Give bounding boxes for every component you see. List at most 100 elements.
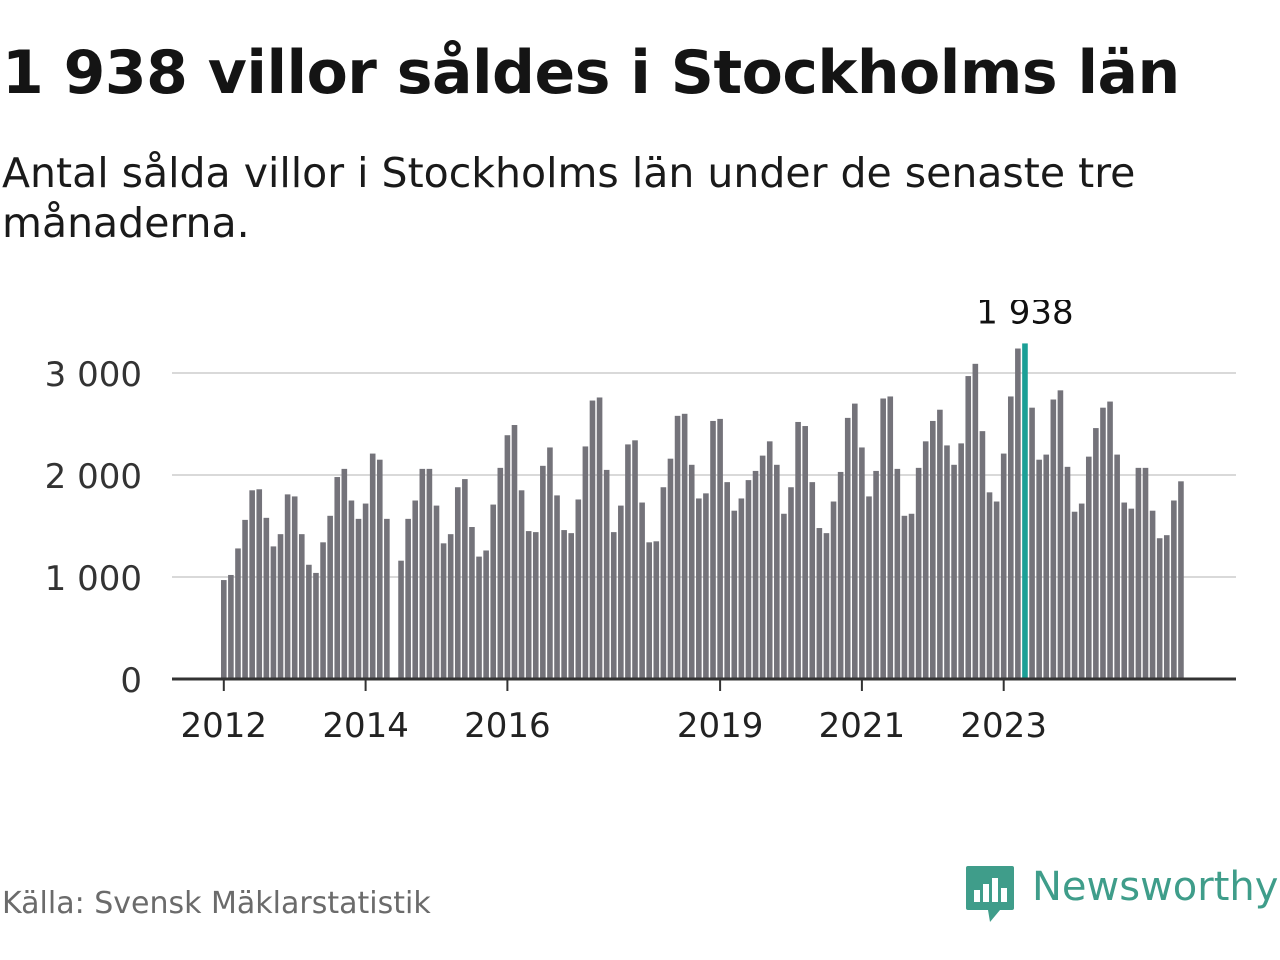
bar: [866, 496, 872, 679]
x-tick-label: 2023: [960, 706, 1047, 746]
bar: [667, 458, 674, 679]
bar: [1156, 538, 1163, 679]
bar: [284, 494, 291, 679]
bar: [1171, 500, 1177, 679]
bar: [1036, 459, 1042, 679]
bar: [894, 468, 901, 679]
bar: [1149, 510, 1156, 679]
bar: [547, 447, 553, 679]
bar: [717, 418, 723, 679]
bar: [930, 420, 936, 679]
bar: [937, 409, 943, 679]
bar: [1000, 453, 1007, 679]
bar: [561, 530, 567, 679]
bar: [852, 403, 858, 679]
x-tick-label: 2012: [181, 706, 268, 746]
bar: [490, 504, 497, 679]
bar: [454, 487, 461, 679]
bar: [830, 501, 837, 679]
bar: [221, 580, 227, 679]
bar: [242, 519, 248, 679]
bar: [362, 503, 369, 679]
bar: [781, 513, 787, 679]
bar: [1107, 401, 1113, 679]
bar: [610, 532, 617, 679]
bar: [731, 510, 738, 679]
bar: [837, 471, 844, 679]
bar: [710, 420, 716, 679]
bar: [788, 487, 794, 679]
bar: [1128, 508, 1135, 679]
bar: [376, 459, 383, 679]
bar: [993, 501, 1000, 679]
bar: [1142, 467, 1149, 679]
bar: [965, 376, 972, 679]
bar: [887, 396, 894, 679]
x-tick-label: 2014: [322, 706, 409, 746]
bar: [1078, 503, 1085, 679]
bar: [703, 493, 709, 679]
bar: [1043, 454, 1050, 679]
newsworthy-logo-icon: [966, 866, 1014, 922]
bar: [880, 398, 886, 679]
bar: [256, 489, 263, 679]
bar: [518, 490, 525, 679]
bar: [660, 487, 667, 679]
bar: [369, 453, 376, 679]
bar: [986, 492, 993, 679]
bar: [1093, 428, 1099, 679]
bar: [944, 445, 950, 679]
chart-subtitle: Antal sålda villor i Stockholms län unde…: [2, 149, 1136, 247]
bar: [440, 543, 447, 679]
x-tick-label: 2019: [677, 706, 764, 746]
bar: [341, 468, 348, 679]
bar: [795, 421, 801, 679]
bar: [433, 505, 440, 679]
bar: [504, 435, 511, 679]
highlight-bar: [1022, 343, 1028, 679]
x-tick-label: 2016: [464, 706, 551, 746]
bar: [901, 515, 908, 679]
bar: [724, 482, 730, 679]
bar: [859, 447, 865, 679]
bar: [1050, 399, 1057, 679]
bar: [1064, 466, 1071, 679]
bar: [355, 518, 362, 679]
bar: [532, 532, 539, 679]
bar: [426, 468, 433, 679]
bar: [589, 400, 596, 679]
bar: [540, 465, 546, 679]
highlight-data-label: 1 938: [976, 300, 1073, 332]
bar: [696, 498, 702, 679]
bar: [277, 534, 284, 679]
bar: [228, 574, 234, 679]
bar: [398, 560, 404, 679]
bar: [334, 477, 341, 679]
bar: [298, 534, 305, 679]
bar: [802, 426, 808, 679]
bar: [681, 413, 688, 679]
bar: [447, 534, 454, 679]
bar: [639, 502, 645, 679]
bar: [525, 531, 532, 679]
bar: [306, 564, 312, 679]
bar: [596, 397, 603, 679]
bar: [313, 572, 319, 679]
bar: [320, 542, 326, 679]
bar: [1071, 511, 1078, 679]
bar: [688, 464, 695, 679]
bar: [405, 518, 411, 679]
bar: [646, 542, 652, 679]
bar: [462, 479, 468, 679]
bar: [674, 415, 681, 679]
x-tick-label: 2021: [819, 706, 906, 746]
bar: [270, 546, 277, 679]
bar: [603, 469, 610, 679]
axis-labels: 0 1 000 2 000 3 000 2012 2014 2016 2019 2021 2023…: [45, 300, 1074, 746]
bar: [235, 548, 241, 679]
bar: [774, 464, 780, 679]
bar: [1015, 348, 1021, 679]
bar: [249, 490, 255, 679]
bar: [511, 425, 518, 679]
bar: [1100, 407, 1106, 679]
